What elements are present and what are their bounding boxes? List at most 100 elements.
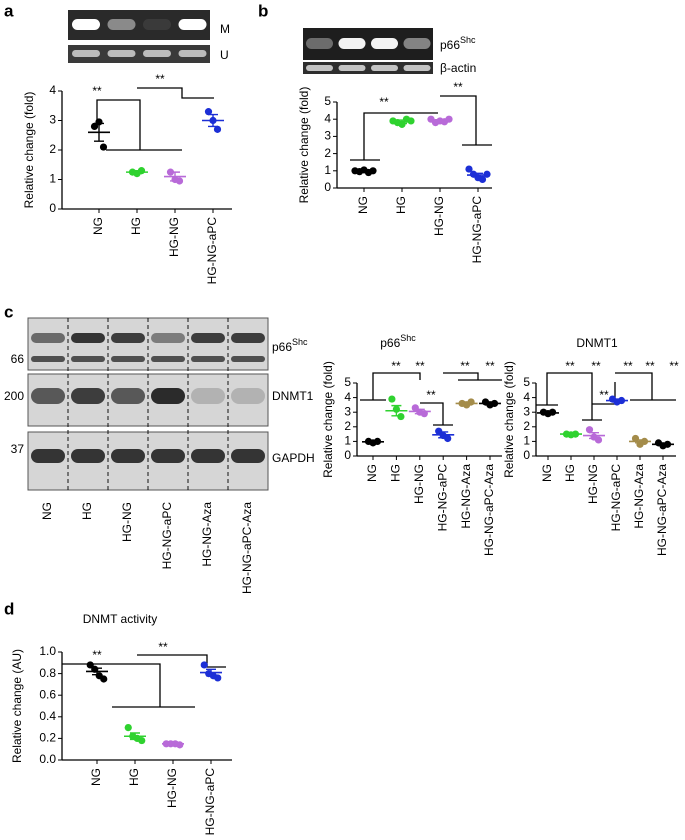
lane-label: HG-NG-aPC bbox=[160, 502, 174, 570]
y-tick-label: 1 bbox=[523, 434, 530, 448]
blot-band bbox=[231, 388, 265, 404]
blot-band bbox=[338, 38, 366, 49]
y-tick-label: 0.2 bbox=[39, 731, 56, 745]
significance-bracket bbox=[536, 372, 602, 421]
y-tick-label: 2 bbox=[49, 142, 56, 156]
x-tick-label: NG bbox=[89, 768, 103, 786]
error-bar bbox=[94, 122, 104, 142]
marker-label: 200 bbox=[4, 389, 24, 403]
significance: ** bbox=[669, 359, 679, 373]
significance: ** bbox=[155, 72, 165, 86]
blot-band bbox=[72, 50, 100, 57]
significance: ** bbox=[485, 359, 495, 373]
blot-band bbox=[107, 19, 136, 30]
data-point bbox=[99, 143, 108, 151]
blot-band bbox=[338, 65, 366, 71]
x-tick-label: HG-NG-aPC bbox=[609, 464, 623, 532]
lane-label: HG-NG-Aza bbox=[200, 502, 214, 567]
y-axis-label: Relative change (AU) bbox=[10, 649, 24, 763]
blot-band bbox=[306, 38, 333, 49]
blot-band bbox=[111, 388, 145, 404]
data-point bbox=[90, 122, 99, 130]
error-bar bbox=[359, 169, 369, 173]
error-bar bbox=[566, 432, 576, 436]
y-tick-label: 0 bbox=[344, 448, 351, 462]
error-bar bbox=[543, 411, 553, 415]
x-tick-label: HG-NG bbox=[586, 464, 600, 504]
x-tick-label: HG bbox=[127, 768, 141, 786]
significance: ** bbox=[599, 388, 609, 402]
error-bar bbox=[397, 119, 407, 125]
panel-letter: b bbox=[258, 1, 268, 20]
blot-label: DNMT1 bbox=[272, 389, 314, 403]
significance: ** bbox=[565, 359, 575, 373]
x-tick-label: HG-NG bbox=[412, 464, 426, 504]
blot-band bbox=[191, 333, 225, 343]
y-axis-label: Relative change (fold) bbox=[502, 361, 516, 478]
error-bar bbox=[368, 440, 378, 444]
x-tick-label: HG-NG bbox=[432, 196, 446, 236]
error-bar bbox=[485, 401, 495, 406]
x-tick-label: HG-NG-Aza bbox=[459, 464, 473, 529]
blot-band bbox=[31, 356, 65, 362]
blot-band bbox=[178, 19, 207, 30]
blot-label: GAPDH bbox=[272, 451, 315, 465]
data-point bbox=[124, 724, 132, 732]
x-tick-label: HG bbox=[563, 464, 577, 482]
data-point bbox=[478, 175, 487, 183]
blot-band bbox=[71, 333, 105, 343]
panel-letter: a bbox=[4, 1, 14, 20]
significance-bracket bbox=[137, 654, 226, 668]
chart-title-sup: Shc bbox=[400, 333, 416, 343]
x-tick-label: HG-NG-aPC bbox=[435, 464, 449, 532]
y-tick-label: 1 bbox=[324, 163, 331, 177]
y-tick-label: 4 bbox=[523, 390, 530, 404]
significance-bracket bbox=[440, 95, 492, 146]
significance: ** bbox=[645, 359, 655, 373]
y-tick-label: 5 bbox=[523, 375, 530, 389]
blot-band bbox=[71, 356, 105, 362]
y-tick-label: 0.6 bbox=[39, 687, 56, 701]
x-tick-label: HG bbox=[394, 196, 408, 214]
significance: ** bbox=[426, 388, 436, 402]
significance-bracket bbox=[360, 372, 421, 401]
significance: ** bbox=[379, 95, 389, 109]
significance: ** bbox=[158, 640, 168, 654]
data-point bbox=[204, 108, 213, 116]
y-tick-label: 2 bbox=[324, 146, 331, 160]
blot-label: p66Shc bbox=[440, 35, 476, 52]
blot-band bbox=[31, 388, 65, 404]
x-tick-label: HG bbox=[129, 217, 143, 235]
x-tick-label: NG bbox=[91, 217, 105, 235]
y-tick-label: 3 bbox=[344, 404, 351, 418]
blot-band bbox=[371, 38, 398, 49]
error-bar bbox=[438, 431, 449, 439]
x-tick-label: HG-NG-aPC-Aza bbox=[482, 464, 496, 556]
blot-label-base: p66 bbox=[440, 38, 460, 52]
data-point bbox=[465, 165, 473, 173]
data-point bbox=[444, 434, 452, 443]
significance-bracket bbox=[443, 372, 502, 381]
y-tick-label: 4 bbox=[344, 390, 351, 404]
lane-label: HG-NG-aPC-Aza bbox=[240, 502, 254, 594]
blot-band bbox=[71, 449, 105, 463]
y-axis-label: Relative change (fold) bbox=[22, 92, 36, 209]
significance: ** bbox=[391, 359, 401, 373]
significance: ** bbox=[623, 359, 633, 373]
data-point bbox=[388, 395, 396, 403]
x-tick-label: HG-NG bbox=[167, 217, 181, 257]
significance-bracket bbox=[96, 99, 182, 151]
blot-band bbox=[191, 388, 225, 404]
blot-band bbox=[143, 50, 171, 57]
lane-label: HG bbox=[80, 502, 94, 520]
y-tick-label: 0 bbox=[324, 180, 331, 194]
data-point bbox=[407, 117, 415, 125]
chart-title-base: DNMT1 bbox=[576, 336, 618, 350]
data-point bbox=[213, 125, 222, 133]
significance: ** bbox=[591, 359, 601, 373]
data-point bbox=[138, 736, 146, 745]
data-point bbox=[200, 661, 208, 669]
error-bar bbox=[391, 404, 402, 417]
y-tick-label: 0 bbox=[523, 448, 530, 462]
